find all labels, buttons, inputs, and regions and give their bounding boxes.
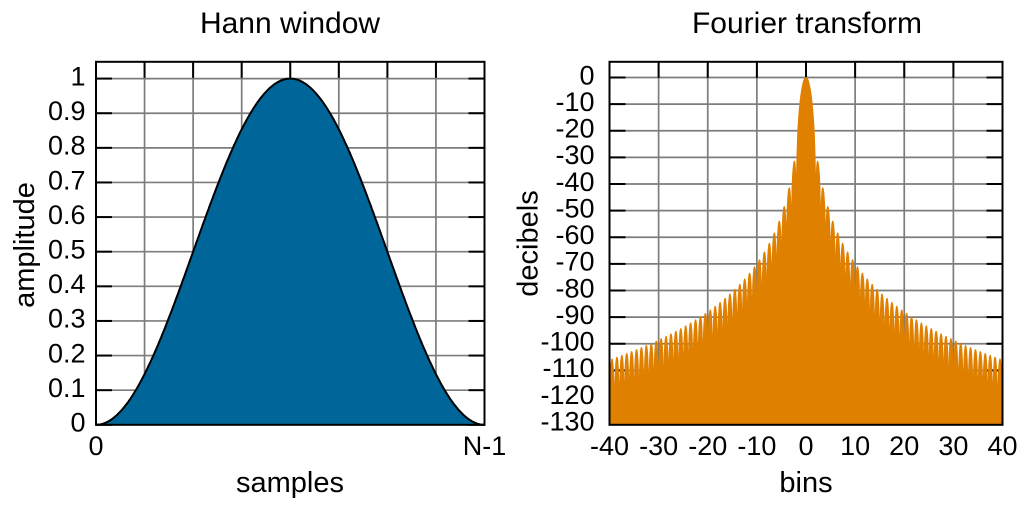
svg-text:-100: -100	[540, 327, 594, 357]
svg-text:-30: -30	[639, 431, 678, 461]
svg-text:0.5: 0.5	[48, 235, 86, 265]
svg-text:-120: -120	[540, 380, 594, 410]
svg-text:samples: samples	[236, 467, 344, 499]
svg-text:30: 30	[938, 431, 968, 461]
svg-text:-60: -60	[555, 220, 594, 250]
svg-text:0: 0	[579, 60, 594, 90]
svg-text:0.6: 0.6	[48, 200, 86, 230]
svg-text:1: 1	[70, 61, 85, 91]
svg-text:Hann window: Hann window	[200, 7, 380, 40]
svg-text:-10: -10	[737, 431, 776, 461]
svg-text:0.3: 0.3	[48, 304, 86, 334]
svg-text:0.1: 0.1	[48, 373, 86, 403]
svg-text:-20: -20	[555, 114, 594, 144]
svg-text:0: 0	[88, 431, 103, 461]
svg-text:10: 10	[840, 431, 870, 461]
svg-text:amplitude: amplitude	[9, 182, 41, 308]
svg-text:-90: -90	[555, 300, 594, 330]
svg-text:-30: -30	[555, 140, 594, 170]
svg-text:0.8: 0.8	[48, 131, 86, 161]
svg-text:0.4: 0.4	[48, 269, 86, 299]
svg-text:-130: -130	[540, 406, 594, 436]
svg-text:0.7: 0.7	[48, 165, 86, 195]
svg-text:40: 40	[987, 431, 1017, 461]
svg-text:0: 0	[798, 431, 813, 461]
svg-text:-110: -110	[542, 353, 594, 383]
svg-text:20: 20	[889, 431, 919, 461]
svg-text:0: 0	[70, 408, 85, 438]
svg-text:0.2: 0.2	[48, 338, 86, 368]
svg-text:-40: -40	[590, 431, 629, 461]
svg-text:bins: bins	[779, 467, 832, 499]
svg-text:-80: -80	[555, 273, 594, 303]
svg-text:-70: -70	[555, 247, 594, 277]
svg-text:-50: -50	[555, 193, 594, 223]
svg-text:N-1: N-1	[463, 431, 507, 461]
svg-text:-20: -20	[688, 431, 727, 461]
svg-text:-10: -10	[555, 87, 594, 117]
svg-text:decibels: decibels	[513, 190, 545, 296]
svg-text:Fourier transform: Fourier transform	[692, 7, 922, 40]
svg-text:-40: -40	[555, 167, 594, 197]
svg-text:0.9: 0.9	[48, 96, 86, 126]
